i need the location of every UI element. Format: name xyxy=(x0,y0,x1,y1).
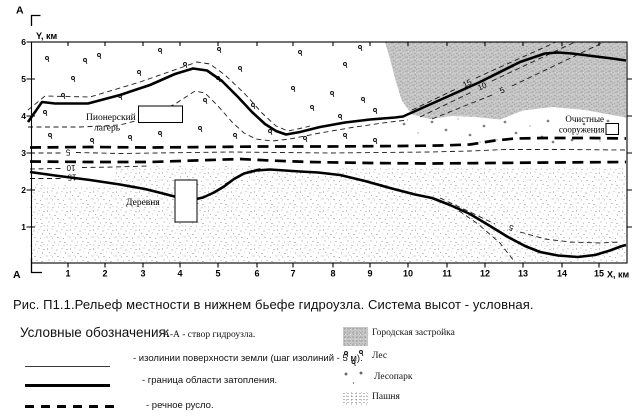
isoline-labels: 15 10 5 5 10 15 5 xyxy=(65,77,515,232)
treatment-label-line1: Очистные xyxy=(565,114,604,124)
x-tick-labels: 1 2 3 4 5 6 7 8 9 10 11 12 13 14 15 xyxy=(65,269,604,279)
isoline-label-10: 10 xyxy=(476,80,488,92)
y-tick-label: 2 xyxy=(21,185,26,195)
x-tick-label: 9 xyxy=(367,269,372,279)
x-tick-label: 13 xyxy=(518,269,528,279)
y-tick-labels: 6 5 4 3 2 1 xyxy=(21,37,26,232)
x-tick-label: 1 xyxy=(65,269,70,279)
legend-river-label: - речное русло. xyxy=(146,400,214,411)
x-tick-label: 7 xyxy=(290,269,295,279)
isoline-label-left-15: 15 xyxy=(67,173,76,182)
x-tick-label: 6 xyxy=(254,269,259,279)
x-tick-label: 15 xyxy=(594,269,604,279)
y-tick-label: 3 xyxy=(21,148,26,158)
legend-isoline-label: - изолинии поверхности земли (шаг изолин… xyxy=(133,353,363,364)
x-tick-label: 12 xyxy=(480,269,490,279)
urban-area xyxy=(385,42,626,120)
legend-forest-park-swatch xyxy=(344,371,363,384)
arable-land-area xyxy=(30,166,626,263)
pioneer-camp-rect xyxy=(138,105,183,123)
x-tick-label: 14 xyxy=(557,269,567,279)
pioneer-camp-label-line1: Пионерский xyxy=(86,112,136,123)
legend-forest-park-label: Лесопарк xyxy=(374,372,413,382)
x-tick-label: 3 xyxy=(140,269,145,279)
legend-urban-swatch xyxy=(343,327,368,346)
x-tick-label: 10 xyxy=(403,269,413,279)
legend-river-sample xyxy=(25,405,115,408)
legend-arable-swatch xyxy=(342,392,368,405)
figure-caption: Рис. П1.1.Рельеф местности в нижнем бьеф… xyxy=(13,297,534,312)
section-bracket-top xyxy=(30,14,41,26)
y-tick-label: 5 xyxy=(21,74,26,84)
x-axis-label: X, км xyxy=(607,270,630,280)
park-dot-icon xyxy=(344,371,363,384)
legend-forest-label: Лес xyxy=(372,351,388,361)
pioneer-camp-label-line2: лагерь xyxy=(94,124,121,134)
legend-arable-label: Пашня xyxy=(372,392,400,402)
isoline-label-left-5: 5 xyxy=(65,148,70,157)
isoline-label-left-10: 10 xyxy=(66,163,75,172)
treatment-label-line2: сооружения xyxy=(559,125,605,135)
section-marker-bottom: А xyxy=(13,269,21,281)
isoline-label-5: 5 xyxy=(498,85,506,95)
legend-isoline-sample xyxy=(25,366,110,368)
treatment-rect xyxy=(605,123,619,135)
legend-note-section: А-А - створ гидроузла. xyxy=(163,330,256,340)
y-axis-label: Y, км xyxy=(36,31,58,41)
x-tick-label: 5 xyxy=(215,269,220,279)
section-marker-top: А xyxy=(16,5,24,17)
deciduous-tree-icon xyxy=(344,350,364,367)
x-tick-label: 4 xyxy=(177,269,182,279)
terrain-map: А А Y, км X, км 6 5 4 3 2 1 1 2 3 4 5 6 … xyxy=(13,5,632,281)
legend-flood-boundary-sample xyxy=(25,384,110,387)
isoline-label-right-5: 5 xyxy=(507,222,515,232)
isoline-label-15: 15 xyxy=(461,77,473,89)
village-label: Деревня xyxy=(126,198,160,208)
legend-urban-label: Городская застройка xyxy=(372,328,455,338)
section-bracket-bottom xyxy=(30,258,42,274)
x-tick-label: 8 xyxy=(330,269,335,279)
map-frame xyxy=(26,41,632,268)
legend-flood-boundary-label: - граница области затопления. xyxy=(142,375,278,386)
river-channel xyxy=(29,136,627,165)
x-tick-label: 2 xyxy=(102,269,107,279)
y-tick-label: 1 xyxy=(21,222,26,232)
legend-header: Условные обозначения: xyxy=(20,325,170,340)
y-tick-label: 6 xyxy=(21,37,26,47)
legend-forest-swatch xyxy=(344,350,364,367)
x-tick-label: 11 xyxy=(442,269,452,279)
village-rect xyxy=(174,179,198,223)
y-tick-label: 4 xyxy=(21,111,26,121)
